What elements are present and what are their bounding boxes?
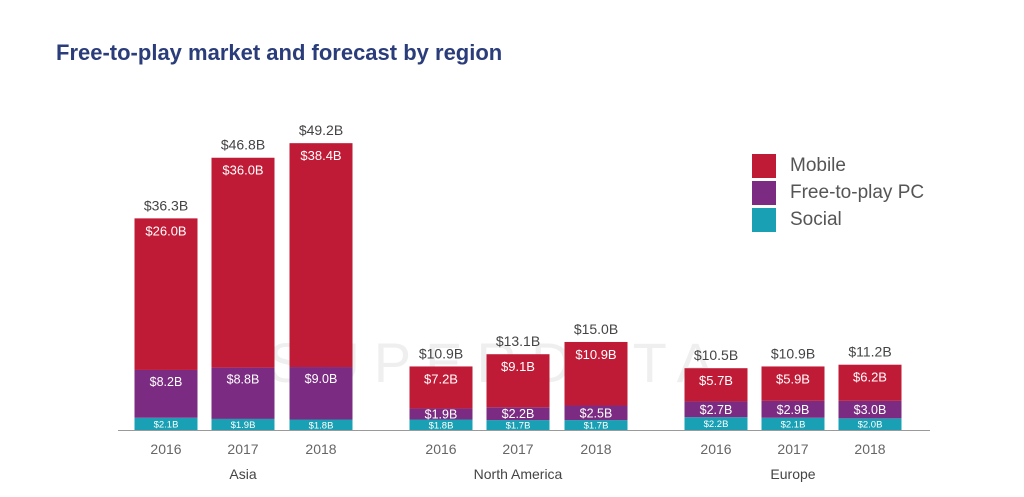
group-label-asia: Asia [229, 466, 256, 482]
data-label-north-america-2017-free-to-play-pc: $2.2B [502, 407, 535, 421]
legend-label-mobile: Mobile [790, 154, 846, 176]
x-tick-label-europe-2018: 2018 [854, 441, 885, 457]
bar-north-america-2016-mobile [409, 366, 473, 409]
bar-europe-2018-free-to-play-pc [838, 400, 902, 419]
data-label-north-america-2016-social: $1.8B [429, 420, 454, 431]
bar-north-america-2017-mobile [486, 354, 550, 408]
bar-north-america-2016-free-to-play-pc [409, 408, 473, 420]
data-label-asia-2017-free-to-play-pc: $8.8B [227, 373, 260, 387]
data-label-north-america-2016-mobile: $7.2B [424, 371, 458, 386]
bar-north-america-2018-social [564, 420, 628, 430]
total-label-asia-2017: $46.8B [221, 137, 265, 153]
bar-asia-2017-mobile [211, 157, 275, 368]
data-label-asia-2018-social: $1.8B [309, 420, 334, 431]
total-label-asia-2016: $36.3B [144, 197, 188, 213]
bar-asia-2016-mobile [134, 218, 198, 370]
x-tick-label-north-america-2017: 2017 [502, 441, 533, 457]
chart-title: Free-to-play market and forecast by regi… [56, 40, 503, 65]
x-tick-label-north-america-2016: 2016 [425, 441, 456, 457]
x-tick-label-north-america-2018: 2018 [580, 441, 611, 457]
bar-europe-2017-social [761, 417, 825, 430]
data-label-europe-2016-social: $2.2B [704, 419, 729, 430]
total-label-europe-2017: $10.9B [771, 345, 815, 361]
legend-item-mobile: Mobile [752, 152, 924, 179]
data-label-asia-2016-social: $2.1B [154, 419, 179, 430]
legend-swatch-mobile [752, 153, 776, 178]
x-tick-label-asia-2018: 2018 [305, 441, 336, 457]
data-label-asia-2018-free-to-play-pc: $9.0B [305, 372, 338, 386]
total-label-north-america-2018: $15.0B [574, 321, 618, 337]
legend: Mobile Free-to-play PC Social [752, 152, 924, 233]
data-label-north-america-2018-social: $1.7B [584, 421, 609, 432]
bar-north-america-2017-free-to-play-pc [486, 407, 550, 421]
bar-europe-2017-mobile [761, 366, 825, 401]
legend-swatch-social [752, 207, 776, 232]
data-label-europe-2018-free-to-play-pc: $3.0B [854, 403, 887, 417]
bar-europe-2016-free-to-play-pc [684, 401, 748, 418]
total-label-north-america-2016: $10.9B [419, 345, 463, 361]
x-tick-label-asia-2016: 2016 [150, 441, 181, 457]
bar-europe-2018-social [838, 418, 902, 430]
legend-item-social: Social [752, 206, 924, 233]
data-label-europe-2018-social: $2.0B [858, 420, 883, 431]
data-label-north-america-2017-mobile: $9.1B [501, 359, 535, 374]
data-label-north-america-2018-mobile: $10.9B [575, 347, 616, 362]
data-label-asia-2016-free-to-play-pc: $8.2B [150, 375, 183, 389]
data-label-asia-2018-mobile: $38.4B [300, 148, 341, 163]
data-label-europe-2017-free-to-play-pc: $2.9B [777, 403, 810, 417]
x-tick-label-asia-2017: 2017 [227, 441, 258, 457]
data-label-asia-2017-mobile: $36.0B [222, 163, 263, 178]
legend-label-social: Social [790, 208, 842, 230]
data-label-europe-2016-mobile: $5.7B [699, 373, 733, 388]
bar-asia-2017-free-to-play-pc [211, 367, 275, 419]
total-label-north-america-2017: $13.1B [496, 333, 540, 349]
bar-north-america-2018-mobile [564, 341, 628, 406]
bar-north-america-2018-free-to-play-pc [564, 405, 628, 421]
total-label-europe-2016: $10.5B [694, 347, 738, 363]
legend-label-f2p-pc: Free-to-play PC [790, 181, 925, 203]
bar-asia-2017-social [211, 418, 275, 430]
bar-north-america-2016-social [409, 419, 473, 430]
x-tick-label-europe-2016: 2016 [700, 441, 731, 457]
bar-north-america-2017-social [486, 420, 550, 430]
bar-europe-2017-free-to-play-pc [761, 400, 825, 418]
group-label-europe: Europe [770, 466, 815, 482]
x-tick-label-europe-2017: 2017 [777, 441, 808, 457]
data-label-north-america-2016-free-to-play-pc: $1.9B [425, 407, 458, 421]
bar-asia-2018-free-to-play-pc [289, 367, 353, 420]
data-label-asia-2016-mobile: $26.0B [145, 223, 186, 238]
data-label-asia-2017-social: $1.9B [231, 420, 256, 431]
bar-europe-2016-mobile [684, 368, 748, 402]
data-label-north-america-2017-social: $1.7B [506, 421, 531, 432]
bar-europe-2016-social [684, 417, 748, 430]
legend-item-f2p-pc: Free-to-play PC [752, 179, 924, 206]
total-label-asia-2018: $49.2B [299, 122, 343, 138]
legend-swatch-f2p-pc [752, 180, 776, 205]
data-label-north-america-2018-free-to-play-pc: $2.5B [580, 406, 613, 420]
bar-asia-2018-social [289, 419, 353, 430]
bar-asia-2016-social [134, 417, 198, 430]
total-label-europe-2018: $11.2B [848, 344, 891, 360]
data-label-europe-2016-free-to-play-pc: $2.7B [700, 403, 733, 417]
data-label-europe-2017-social: $2.1B [781, 419, 806, 430]
bar-asia-2018-mobile [289, 143, 353, 368]
data-label-europe-2017-mobile: $5.9B [776, 371, 810, 386]
group-label-north-america: North America [474, 466, 563, 482]
data-label-europe-2018-mobile: $6.2B [853, 370, 887, 385]
bar-europe-2018-mobile [838, 364, 902, 401]
bar-asia-2016-free-to-play-pc [134, 369, 198, 418]
